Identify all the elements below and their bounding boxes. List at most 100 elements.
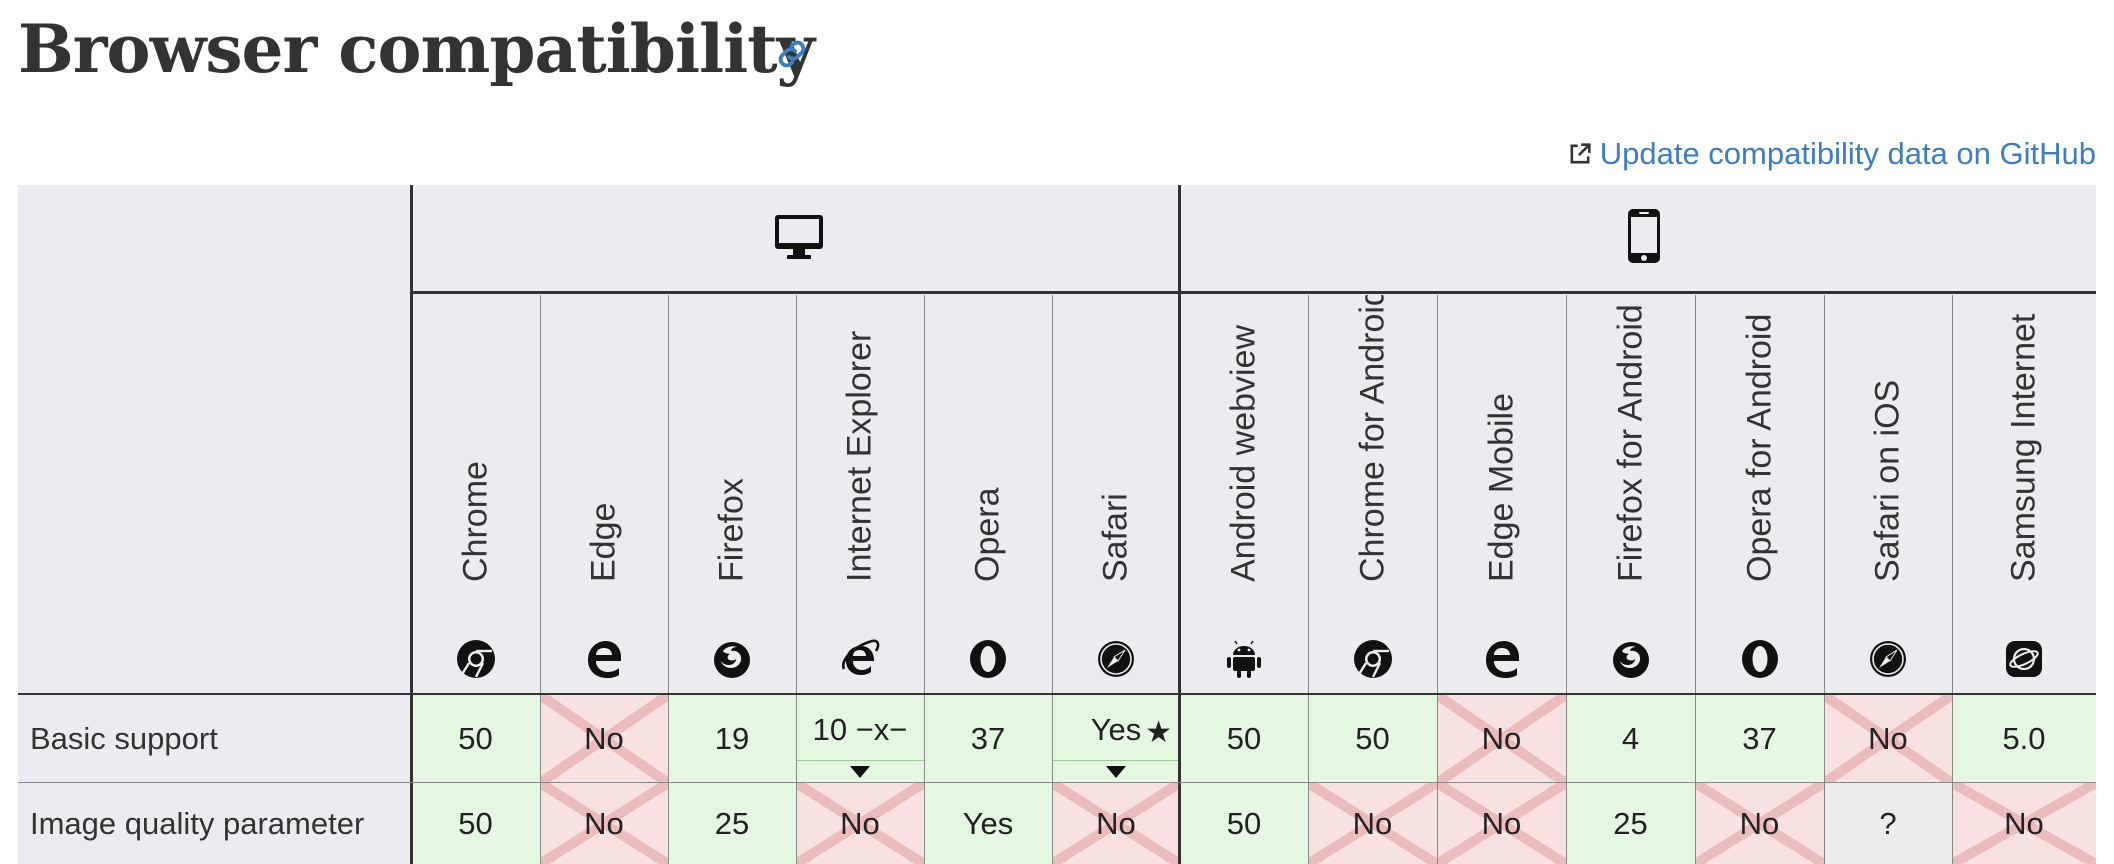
safari-icon <box>1870 641 1906 677</box>
support-value: 50 <box>1355 721 1390 756</box>
support-value: 25 <box>714 805 750 841</box>
feature-label: Basic support <box>18 695 411 783</box>
platform-header-border <box>410 291 2096 294</box>
history-toggle[interactable] <box>796 760 924 783</box>
edge-icon <box>588 641 621 678</box>
platform-separator <box>1178 185 1181 864</box>
unsupported-x-mark <box>1437 695 1566 783</box>
browser-name: Edge <box>584 502 623 582</box>
browser-header-opera-for-android: Opera for Android <box>1695 295 1824 693</box>
support-value: 37 <box>1742 721 1777 756</box>
support-cell: No <box>540 695 668 783</box>
browser-header-safari: Safari <box>1052 295 1180 693</box>
browser-name: Safari <box>1096 493 1135 582</box>
support-value: No <box>584 721 624 756</box>
column-divider <box>1952 295 1953 864</box>
unsupported-x-mark <box>1695 783 1824 864</box>
update-github-link[interactable]: Update compatibility data on GitHub <box>1566 136 2096 172</box>
support-cell: 4 <box>1566 695 1695 783</box>
support-value: No <box>584 805 624 841</box>
support-cell: 25 <box>668 783 796 864</box>
support-cell: 25 <box>1566 783 1695 864</box>
browser-header-firefox: Firefox <box>668 295 796 693</box>
browser-header-safari-on-ios: Safari on iOS <box>1824 295 1952 693</box>
column-divider <box>796 295 797 864</box>
support-cell: No <box>1052 783 1180 864</box>
caret-down-icon <box>850 766 870 778</box>
support-cell: 50 <box>1308 695 1437 783</box>
support-cell: ? <box>1824 783 1952 864</box>
unsupported-x-mark <box>796 783 924 864</box>
support-value: 4 <box>1621 721 1640 756</box>
support-value: No <box>1481 721 1522 756</box>
support-value: 5.0 <box>2002 721 2046 756</box>
column-divider <box>540 295 541 864</box>
support-value: 25 <box>1613 805 1648 841</box>
support-value: No <box>840 805 880 841</box>
external-link-icon <box>1570 143 1591 164</box>
unsupported-x-mark <box>1437 783 1566 864</box>
column-divider <box>924 295 925 864</box>
column-divider <box>1308 295 1309 864</box>
caret-down-icon <box>1106 766 1126 778</box>
history-toggle[interactable] <box>1052 760 1180 783</box>
row-divider <box>18 782 2096 783</box>
unsupported-x-mark <box>1952 783 2096 864</box>
support-value: No <box>2004 805 2044 841</box>
support-cell: 50 <box>1180 783 1308 864</box>
support-cell: 37 <box>1695 695 1824 783</box>
browser-name: Safari on iOS <box>1868 379 1907 582</box>
safari-icon <box>1098 641 1134 677</box>
unsupported-x-mark <box>540 783 668 864</box>
support-value: Yes <box>1090 712 1142 747</box>
support-value: ? <box>1879 805 1897 841</box>
support-value: 50 <box>1226 721 1262 756</box>
browser-header-internet-explorer: Internet Explorer <box>796 295 924 693</box>
column-divider <box>1695 295 1696 864</box>
support-cell[interactable]: Yes ★ <box>1052 695 1180 783</box>
ie-icon <box>841 639 880 675</box>
support-cell: 50 <box>1180 695 1308 783</box>
support-value: 50 <box>1226 805 1262 841</box>
browser-name: Firefox for Android <box>1611 304 1649 582</box>
support-cell: 50 <box>411 783 540 864</box>
browser-header-samsung-internet: Samsung Internet <box>1952 295 2096 693</box>
browser-name: Opera for Android <box>1740 313 1778 582</box>
support-value: No <box>1868 721 1908 756</box>
samsung-icon <box>2006 641 2042 677</box>
update-github-link-label: Update compatibility data on GitHub <box>1599 136 2096 171</box>
page-title: Browser compatibility <box>18 10 815 88</box>
permalink-icon[interactable] <box>774 36 810 72</box>
header-bottom-border <box>18 693 2096 695</box>
support-value: 37 <box>970 721 1006 756</box>
android-icon <box>1227 640 1261 678</box>
support-cell[interactable]: 10 −x− <box>796 695 924 783</box>
support-value: No <box>1352 805 1393 841</box>
browser-header-chrome: Chrome <box>411 295 540 693</box>
support-value: 50 <box>458 721 493 756</box>
support-cell: No <box>1437 695 1566 783</box>
unsupported-x-mark <box>540 695 668 783</box>
support-cell: 5.0 <box>1952 695 2096 783</box>
support-cell: No <box>1695 783 1824 864</box>
browser-name: Opera <box>968 487 1007 583</box>
compat-table: Chrome Edge Firefox Internet Explorer Opera S… <box>18 185 2096 864</box>
desktop-icon <box>775 215 823 259</box>
column-divider <box>1437 295 1438 864</box>
browser-header-firefox-for-android: Firefox for Android <box>1566 295 1695 693</box>
browser-name: Samsung Internet <box>2004 313 2043 582</box>
support-cell: No <box>796 783 924 864</box>
support-value: 19 <box>714 721 750 756</box>
support-value: No <box>1739 805 1780 841</box>
column-divider <box>1052 295 1053 864</box>
browser-header-android-webview: Android webview <box>1180 295 1308 693</box>
browser-name: Internet Explorer <box>840 330 879 582</box>
browser-header-chrome-for-android: Chrome for Android <box>1308 295 1437 693</box>
mobile-icon <box>1628 209 1660 263</box>
support-cell: 37 <box>924 695 1052 783</box>
note-star-icon: ★ <box>1145 716 1172 749</box>
browser-header-edge-mobile: Edge Mobile <box>1437 295 1566 693</box>
unsupported-x-mark <box>1052 783 1180 864</box>
column-divider <box>1824 295 1825 864</box>
support-cell: No <box>1952 783 2096 864</box>
